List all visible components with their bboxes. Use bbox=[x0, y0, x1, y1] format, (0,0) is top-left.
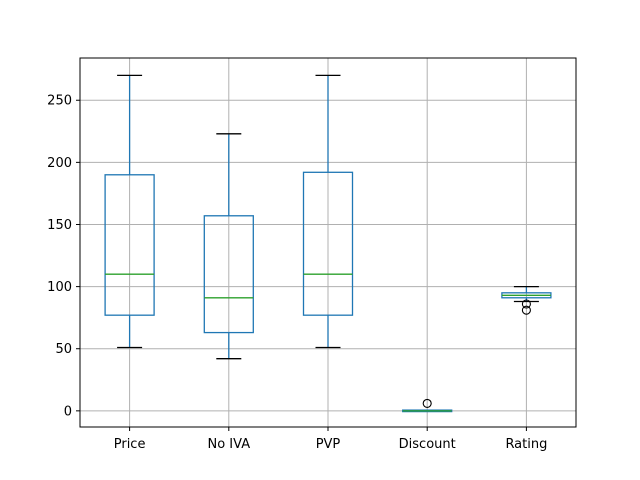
box-rating bbox=[501, 285, 552, 315]
y-tick-label: 0 bbox=[64, 404, 72, 419]
outlier-point bbox=[422, 398, 432, 408]
x-tick-labels: Price No IVA PVP Discount Rating bbox=[114, 427, 547, 452]
x-tick-label: Discount bbox=[399, 437, 456, 452]
y-tick-label: 250 bbox=[47, 94, 72, 109]
y-tick-label: 50 bbox=[55, 342, 72, 357]
box-pvp bbox=[302, 74, 354, 349]
x-tick-label: No IVA bbox=[207, 437, 250, 452]
iqr-box bbox=[203, 215, 254, 334]
iqr-box bbox=[302, 171, 354, 316]
box-discount bbox=[402, 398, 453, 413]
outlier-point bbox=[521, 299, 531, 309]
box-no-iva bbox=[203, 133, 254, 360]
iqr-box bbox=[104, 174, 155, 316]
y-tick-label: 100 bbox=[47, 280, 72, 295]
outlier-point bbox=[521, 305, 531, 315]
x-tick-label: PVP bbox=[316, 437, 341, 452]
box-price bbox=[104, 74, 155, 349]
y-tick-label: 150 bbox=[47, 218, 72, 233]
box-layer bbox=[104, 74, 552, 413]
y-tick-labels: 0 50 100 150 200 250 bbox=[47, 94, 80, 419]
y-tick-label: 200 bbox=[47, 156, 72, 171]
x-tick-label: Rating bbox=[505, 437, 547, 452]
x-tick-label: Price bbox=[114, 437, 146, 452]
